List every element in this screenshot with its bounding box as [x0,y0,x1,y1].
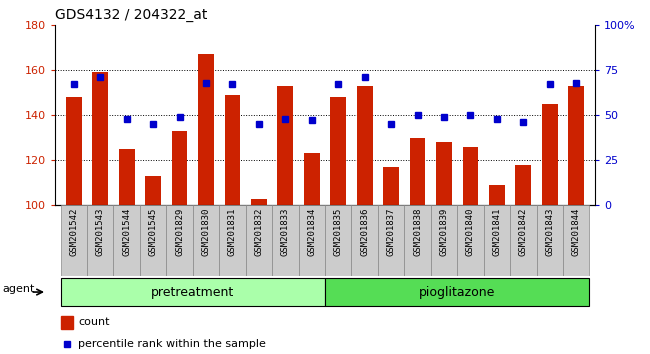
Bar [140,205,166,276]
Text: GSM201832: GSM201832 [254,207,263,256]
Bar [298,205,325,276]
Text: GSM201843: GSM201843 [545,207,554,256]
Bar [114,205,140,276]
Bar [60,205,87,276]
Text: GSM201833: GSM201833 [281,207,290,256]
Bar [563,205,590,276]
Bar [193,205,219,276]
Text: percentile rank within the sample: percentile rank within the sample [78,339,266,349]
Text: pioglitazone: pioglitazone [419,286,495,298]
Bar [352,205,378,276]
Bar [246,205,272,276]
Bar [272,205,298,276]
Text: pretreatment: pretreatment [151,286,235,298]
Bar [119,149,135,205]
Bar [536,205,563,276]
Text: GSM201834: GSM201834 [307,207,317,256]
Bar [278,86,293,205]
Bar [404,205,431,276]
Bar [87,205,114,276]
Text: GSM201841: GSM201841 [493,207,501,256]
Bar [219,205,246,276]
Text: GDS4132 / 204322_at: GDS4132 / 204322_at [55,8,207,22]
Text: GSM201543: GSM201543 [96,207,105,256]
Text: GSM201838: GSM201838 [413,207,422,256]
Bar [378,205,404,276]
Text: GSM201542: GSM201542 [70,207,78,256]
Bar [431,205,457,276]
Text: GSM201544: GSM201544 [122,207,131,256]
Bar [325,278,590,306]
Bar [325,205,352,276]
Text: GSM201837: GSM201837 [387,207,396,256]
Text: count: count [78,317,109,327]
Bar [330,97,346,205]
Bar [166,205,193,276]
Bar [172,131,187,205]
Bar [457,205,484,276]
Text: GSM201844: GSM201844 [572,207,580,256]
Text: GSM201842: GSM201842 [519,207,528,256]
Bar [542,104,558,205]
Bar [66,97,82,205]
Bar [384,167,399,205]
Bar [463,147,478,205]
Bar [304,153,320,205]
Bar [410,138,426,205]
Text: GSM201829: GSM201829 [175,207,184,256]
Bar [224,95,240,205]
Bar [489,185,505,205]
Text: GSM201830: GSM201830 [202,207,211,256]
Bar [251,199,266,205]
Text: GSM201840: GSM201840 [466,207,475,256]
Bar [484,205,510,276]
Text: agent: agent [3,284,35,294]
Bar [357,86,372,205]
Text: GSM201836: GSM201836 [360,207,369,256]
Text: GSM201839: GSM201839 [439,207,448,256]
Text: GSM201545: GSM201545 [149,207,157,256]
Bar [145,176,161,205]
Bar [568,86,584,205]
Text: GSM201835: GSM201835 [333,207,343,256]
Text: GSM201831: GSM201831 [228,207,237,256]
Bar [60,278,325,306]
Bar [60,316,73,329]
Bar [515,165,531,205]
Bar [436,142,452,205]
Bar [510,205,536,276]
Bar [92,72,108,205]
Bar [198,54,214,205]
